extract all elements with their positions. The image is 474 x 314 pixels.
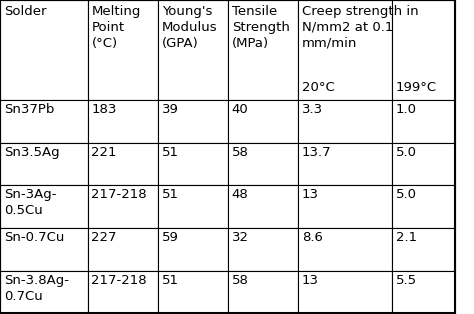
Bar bbox=[392, 228, 455, 271]
Bar bbox=[392, 143, 455, 185]
Text: 58: 58 bbox=[232, 274, 249, 287]
Bar bbox=[0, 100, 88, 143]
Bar bbox=[298, 228, 392, 271]
Text: 5.0: 5.0 bbox=[396, 188, 417, 201]
Bar bbox=[88, 271, 158, 313]
Text: 13: 13 bbox=[302, 274, 319, 287]
Bar bbox=[0, 185, 88, 228]
Text: 1.0: 1.0 bbox=[396, 103, 417, 116]
Bar bbox=[158, 228, 228, 271]
Text: 40: 40 bbox=[232, 103, 248, 116]
Text: Sn37Pb: Sn37Pb bbox=[4, 103, 54, 116]
Bar bbox=[228, 228, 298, 271]
Bar bbox=[228, 143, 298, 185]
Bar bbox=[392, 185, 455, 228]
Bar bbox=[0, 143, 88, 185]
Text: Young's
Modulus
(GPA): Young's Modulus (GPA) bbox=[162, 5, 217, 50]
Text: 39: 39 bbox=[162, 103, 179, 116]
Text: 199°C: 199°C bbox=[396, 81, 437, 94]
Bar bbox=[88, 185, 158, 228]
Bar bbox=[88, 228, 158, 271]
Bar bbox=[158, 185, 228, 228]
Text: 20°C: 20°C bbox=[302, 81, 335, 94]
Text: Sn3.5Ag: Sn3.5Ag bbox=[4, 146, 59, 159]
Text: Creep strength in
N/mm2 at 0.1
mm/min: Creep strength in N/mm2 at 0.1 mm/min bbox=[302, 5, 419, 50]
Bar bbox=[392, 0, 455, 100]
Bar bbox=[392, 271, 455, 313]
Text: 8.6: 8.6 bbox=[302, 231, 323, 244]
Text: 51: 51 bbox=[162, 188, 179, 201]
Text: 5.5: 5.5 bbox=[396, 274, 417, 287]
Text: Sn-3.8Ag-
0.7Cu: Sn-3.8Ag- 0.7Cu bbox=[4, 274, 69, 303]
Bar bbox=[298, 0, 392, 100]
Text: Sn-3Ag-
0.5Cu: Sn-3Ag- 0.5Cu bbox=[4, 188, 56, 217]
Text: 2.1: 2.1 bbox=[396, 231, 417, 244]
Bar bbox=[298, 100, 392, 143]
Text: Sn-0.7Cu: Sn-0.7Cu bbox=[4, 231, 64, 244]
Bar bbox=[228, 100, 298, 143]
Bar bbox=[228, 271, 298, 313]
Bar bbox=[0, 228, 88, 271]
Text: Solder: Solder bbox=[4, 5, 46, 18]
Text: 13: 13 bbox=[302, 188, 319, 201]
Text: 5.0: 5.0 bbox=[396, 146, 417, 159]
Bar bbox=[228, 185, 298, 228]
Text: 32: 32 bbox=[232, 231, 249, 244]
Text: 183: 183 bbox=[91, 103, 117, 116]
Text: 221: 221 bbox=[91, 146, 117, 159]
Bar bbox=[298, 185, 392, 228]
Text: 48: 48 bbox=[232, 188, 248, 201]
Text: 51: 51 bbox=[162, 146, 179, 159]
Bar bbox=[228, 0, 298, 100]
Text: 59: 59 bbox=[162, 231, 179, 244]
Text: Melting
Point
(°C): Melting Point (°C) bbox=[91, 5, 141, 50]
Bar bbox=[158, 143, 228, 185]
Text: 3.3: 3.3 bbox=[302, 103, 323, 116]
Text: Tensile
Strength
(MPa): Tensile Strength (MPa) bbox=[232, 5, 290, 50]
Bar bbox=[158, 0, 228, 100]
Text: 58: 58 bbox=[232, 146, 249, 159]
Bar bbox=[88, 143, 158, 185]
Bar bbox=[392, 100, 455, 143]
Text: 227: 227 bbox=[91, 231, 117, 244]
Bar bbox=[0, 0, 88, 100]
Text: 217-218: 217-218 bbox=[91, 274, 147, 287]
Bar bbox=[158, 100, 228, 143]
Text: 51: 51 bbox=[162, 274, 179, 287]
Bar bbox=[88, 0, 158, 100]
Text: 217-218: 217-218 bbox=[91, 188, 147, 201]
Bar bbox=[158, 271, 228, 313]
Bar bbox=[298, 143, 392, 185]
Bar bbox=[0, 271, 88, 313]
Bar bbox=[298, 271, 392, 313]
Text: 13.7: 13.7 bbox=[302, 146, 331, 159]
Bar bbox=[88, 100, 158, 143]
